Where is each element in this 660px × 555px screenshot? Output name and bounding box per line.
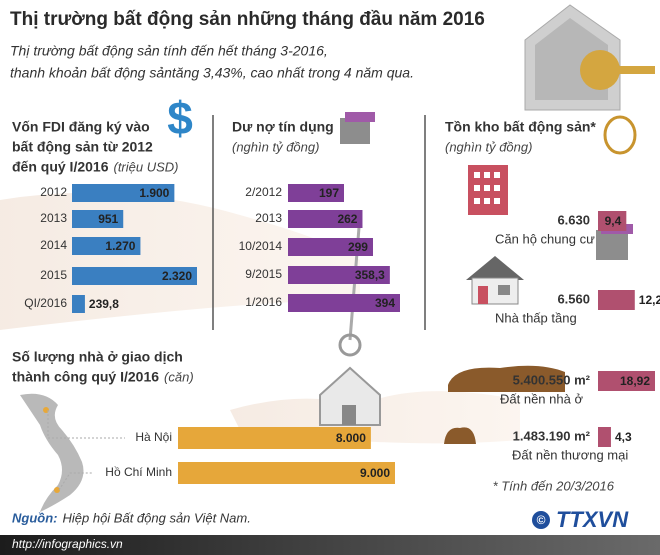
value-label: 4,3 (615, 430, 632, 444)
bar (598, 290, 635, 310)
bar (72, 210, 124, 228)
connector (58, 472, 92, 491)
subtitle: thanh khoản bất động sảntăng 3,43%, cao … (10, 65, 414, 81)
item-label: Nhà thấp tầng (495, 310, 577, 325)
house-icon (466, 256, 524, 305)
section-title: đến quý I/2016 (12, 159, 109, 175)
land-icon (448, 365, 565, 392)
section-title: Số lượng nhà ở giao dịch (12, 349, 183, 365)
key-icon (319, 214, 381, 426)
category-label: 2013 (255, 211, 282, 225)
map-marker (54, 487, 60, 493)
dollar-icon: $ (167, 92, 193, 144)
value-label: 197 (319, 186, 339, 200)
bar (598, 211, 627, 231)
category-label: 1/2016 (245, 295, 282, 309)
bar (72, 295, 85, 313)
footnote: * Tính đến 20/3/2016 (493, 478, 615, 493)
map-icon (20, 393, 84, 512)
copyright-icon: © (537, 513, 546, 527)
bar (598, 427, 611, 447)
category-label: 10/2014 (239, 239, 283, 253)
value-label: 2.320 (162, 269, 192, 283)
bar (178, 462, 395, 484)
unit: (căn) (164, 369, 194, 384)
category-label: Hồ Chí Minh (105, 465, 172, 479)
bar (288, 294, 400, 312)
item-label: Đất nền nhà ở (500, 391, 583, 406)
category-label: 2015 (40, 268, 67, 282)
section-title: Tồn kho bất động sản* (445, 119, 596, 135)
page-title: Thị trường bất động sản những tháng đầu … (10, 9, 485, 30)
item-label: Đất nền thương mại (512, 447, 628, 462)
bar (72, 184, 175, 202)
section-title: Vốn FDI đăng ký vào (12, 119, 150, 135)
category-label: 2013 (40, 211, 67, 225)
logo: TTXVN (556, 507, 629, 532)
website: http://infographics.vn (12, 537, 123, 551)
value-label: 9.000 (360, 466, 390, 480)
section-title: bất động sản từ 2012 (12, 139, 153, 155)
category-label: Hà Nội (135, 430, 172, 444)
bar (288, 266, 390, 284)
house-key-icon (524, 4, 655, 155)
unit: (nghìn tỷ đồng) (232, 139, 319, 154)
building-icon (468, 165, 508, 215)
category-label: 2/2012 (245, 185, 282, 199)
bar (598, 371, 655, 391)
value-label: 8.000 (336, 431, 366, 445)
unit: (nghìn tỷ đồng) (445, 139, 532, 154)
quantity: 6.560 (557, 291, 590, 306)
bar (72, 237, 141, 255)
bar (72, 267, 197, 285)
section-title: Dư nợ tín dụng (232, 119, 334, 135)
section-title: thành công quý I/2016 (12, 369, 159, 385)
value-label: 299 (348, 240, 368, 254)
bar (288, 210, 363, 228)
value-label: 262 (337, 212, 357, 226)
bar (288, 184, 344, 202)
source-label: Nguồn: (12, 510, 57, 525)
value-label: 1.270 (105, 239, 135, 253)
value-label: 394 (375, 296, 395, 310)
bar (288, 238, 373, 256)
land-icon (444, 427, 476, 444)
quantity: 1.483.190 m² (513, 428, 591, 443)
value-label: 12,21 (639, 293, 660, 307)
unit: (triệu USD) (113, 159, 178, 174)
value-label: 18,92 (620, 374, 650, 388)
category-label: 9/2015 (245, 267, 282, 281)
footer-bar (0, 535, 660, 555)
bar (178, 427, 371, 449)
category-label: QI/2016 (24, 296, 67, 310)
value-label: 951 (98, 212, 118, 226)
subtitle: Thị trường bất động sản tính đến hết thá… (10, 43, 328, 59)
value-label: 1.900 (139, 186, 169, 200)
value-label: 239,8 (89, 297, 119, 311)
value-label: 358,3 (355, 268, 385, 282)
category-label: 2012 (40, 185, 67, 199)
item-label: Căn hộ chung cư (495, 231, 595, 246)
value-label: 9,4 (605, 214, 622, 228)
category-label: 2014 (40, 238, 67, 252)
quantity: 6.630 (557, 212, 590, 227)
quantity: 5.400.550 m² (513, 372, 591, 387)
source: Hiệp hội Bất động sản Việt Nam. (62, 510, 250, 525)
connector (47, 410, 125, 439)
copyright-icon (532, 511, 550, 529)
